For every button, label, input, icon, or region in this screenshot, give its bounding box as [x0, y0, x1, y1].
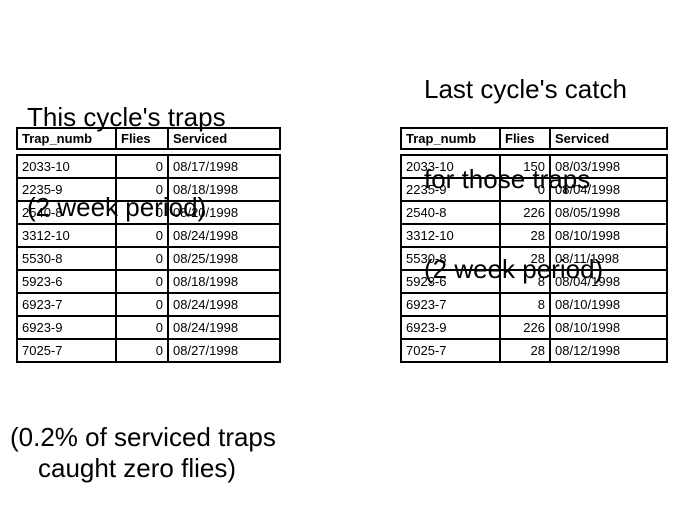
flies-count-cell: 28	[499, 223, 551, 248]
trap-number-cell: 6923-9	[400, 315, 501, 340]
table-row: 2540-8 226 08/05/1998	[400, 200, 668, 225]
table-row: 6923-9 0 08/24/1998	[16, 315, 281, 340]
serviced-date-cell: 08/27/1998	[167, 338, 281, 363]
trap-number-cell: 7025-7	[400, 338, 501, 363]
left-table-header: Trap_numb Flies Serviced	[16, 127, 281, 150]
flies-count-cell: 0	[115, 338, 169, 363]
flies-count-cell: 0	[115, 269, 169, 294]
trap-number-cell: 2235-9	[400, 177, 501, 202]
flies-count-cell: 28	[499, 338, 551, 363]
header-row: Trap_numb Flies Serviced	[16, 127, 281, 150]
trap-number-cell: 5923-6	[400, 269, 501, 294]
serviced-date-cell: 08/10/1998	[549, 223, 668, 248]
flies-count-cell: 226	[499, 315, 551, 340]
this-cycle-traps-table: Trap_numb Flies Serviced 2033-10 0 08/17/1…	[16, 127, 281, 363]
serviced-date-cell: 08/18/1998	[167, 269, 281, 294]
trap-number-cell: 2540-8	[400, 200, 501, 225]
table-row: 6923-9 226 08/10/1998	[400, 315, 668, 340]
table-row: 5530-8 0 08/25/1998	[16, 246, 281, 271]
column-header-serviced: Serviced	[549, 127, 668, 150]
serviced-date-cell: 08/10/1998	[549, 315, 668, 340]
zero-flies-footnote: (0.2% of serviced traps caught zero flie…	[10, 422, 276, 484]
flies-count-cell: 8	[499, 292, 551, 317]
column-header-flies: Flies	[115, 127, 169, 150]
flies-count-cell: 0	[115, 223, 169, 248]
table-row: 3312-10 28 08/10/1998	[400, 223, 668, 248]
right-table-body: 2033-10 150 08/03/1998 2235-9 0 08/04/1998 254…	[400, 154, 668, 363]
column-header-flies: Flies	[499, 127, 551, 150]
flies-count-cell: 0	[499, 177, 551, 202]
header-row: Trap_numb Flies Serviced	[400, 127, 668, 150]
trap-number-cell: 7025-7	[16, 338, 117, 363]
table-row: 7025-7 28 08/12/1998	[400, 338, 668, 363]
serviced-date-cell: 08/10/1998	[549, 292, 668, 317]
flies-count-cell: 0	[115, 315, 169, 340]
column-header-trap-numb: Trap_numb	[16, 127, 117, 150]
flies-count-cell: 8	[499, 269, 551, 294]
serviced-date-cell: 08/20/1998	[167, 200, 281, 225]
footnote-line-2: caught zero flies)	[38, 453, 236, 483]
flies-count-cell: 226	[499, 200, 551, 225]
table-row: 5923-6 8 08/04/1998	[400, 269, 668, 294]
serviced-date-cell: 08/18/1998	[167, 177, 281, 202]
table-row: 3312-10 0 08/24/1998	[16, 223, 281, 248]
trap-number-cell: 2033-10	[400, 154, 501, 179]
serviced-date-cell: 08/24/1998	[167, 292, 281, 317]
trap-number-cell: 6923-7	[400, 292, 501, 317]
trap-number-cell: 5530-8	[16, 246, 117, 271]
serviced-date-cell: 08/12/1998	[549, 338, 668, 363]
serviced-date-cell: 08/04/1998	[549, 177, 668, 202]
footnote-line-1: (0.2% of serviced traps	[10, 422, 276, 452]
trap-number-cell: 2033-10	[16, 154, 117, 179]
table-row: 2235-9 0 08/04/1998	[400, 177, 668, 202]
right-title-line-1: Last cycle's catch	[424, 74, 627, 104]
trap-number-cell: 6923-9	[16, 315, 117, 340]
column-header-serviced: Serviced	[167, 127, 281, 150]
left-title-line-1: This cycle's traps	[27, 102, 226, 132]
flies-count-cell: 0	[115, 177, 169, 202]
serviced-date-cell: 08/11/1998	[549, 246, 668, 271]
flies-count-cell: 0	[115, 154, 169, 179]
table-row: 2540-8 0 08/20/1998	[16, 200, 281, 225]
table-row: 2033-10 0 08/17/1998	[16, 154, 281, 179]
trap-number-cell: 2235-9	[16, 177, 117, 202]
serviced-date-cell: 08/17/1998	[167, 154, 281, 179]
table-row: 7025-7 0 08/27/1998	[16, 338, 281, 363]
serviced-date-cell: 08/05/1998	[549, 200, 668, 225]
right-table-header: Trap_numb Flies Serviced	[400, 127, 668, 150]
table-row: 5530-8 28 08/11/1998	[400, 246, 668, 271]
flies-count-cell: 0	[115, 200, 169, 225]
flies-count-cell: 28	[499, 246, 551, 271]
trap-number-cell: 6923-7	[16, 292, 117, 317]
trap-number-cell: 3312-10	[16, 223, 117, 248]
serviced-date-cell: 08/25/1998	[167, 246, 281, 271]
left-table-body: 2033-10 0 08/17/1998 2235-9 0 08/18/1998 2540-…	[16, 154, 281, 363]
table-row: 6923-7 8 08/10/1998	[400, 292, 668, 317]
trap-number-cell: 3312-10	[400, 223, 501, 248]
last-cycle-catch-table: Trap_numb Flies Serviced 2033-10 150 08/03…	[400, 127, 668, 363]
trap-number-cell: 5923-6	[16, 269, 117, 294]
column-header-trap-numb: Trap_numb	[400, 127, 501, 150]
serviced-date-cell: 08/24/1998	[167, 223, 281, 248]
serviced-date-cell: 08/04/1998	[549, 269, 668, 294]
table-row: 2033-10 150 08/03/1998	[400, 154, 668, 179]
trap-number-cell: 5530-8	[400, 246, 501, 271]
serviced-date-cell: 08/03/1998	[549, 154, 668, 179]
table-row: 6923-7 0 08/24/1998	[16, 292, 281, 317]
flies-count-cell: 150	[499, 154, 551, 179]
flies-count-cell: 0	[115, 246, 169, 271]
trap-number-cell: 2540-8	[16, 200, 117, 225]
table-row: 2235-9 0 08/18/1998	[16, 177, 281, 202]
flies-count-cell: 0	[115, 292, 169, 317]
table-row: 5923-6 0 08/18/1998	[16, 269, 281, 294]
serviced-date-cell: 08/24/1998	[167, 315, 281, 340]
